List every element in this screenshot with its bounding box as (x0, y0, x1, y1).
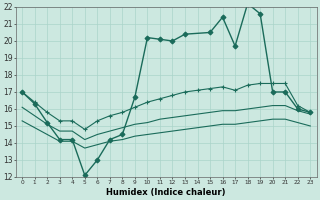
X-axis label: Humidex (Indice chaleur): Humidex (Indice chaleur) (107, 188, 226, 197)
